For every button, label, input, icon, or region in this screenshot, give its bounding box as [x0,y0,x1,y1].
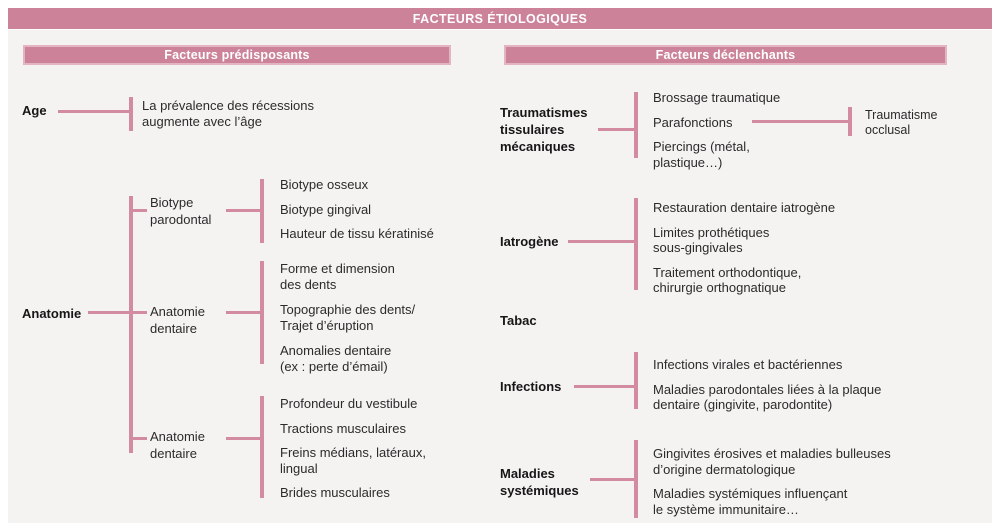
leaf-item: Parafonctions [653,114,733,130]
leaf-item: La prévalence des récessions augmente av… [142,98,314,129]
leaf-item: Profondeur du vestibule [280,396,418,411]
leaf-item: Restauration dentaire iatrogène [653,200,836,215]
leaf-item: Biotype osseux [280,177,369,192]
node-biotype-parodontal-label: Biotype parodontal [150,195,212,227]
leaf-item: Forme et dimension des dents [280,261,395,292]
connector-vbar [260,179,264,243]
connector-hline [226,311,262,314]
connector-hline [226,209,262,212]
leaf-item: Traitement orthodontique, chirurgie orth… [653,264,802,296]
right-column-header-label: Facteurs déclenchants [655,48,796,62]
node-traumatismes-label: Traumatismes tissulaires mécaniques [500,105,588,154]
main-header-bar: FACTEURS ÉTIOLOGIQUES [8,8,992,29]
right-column-header: Facteurs déclenchants [504,45,947,65]
connector-vbar [260,396,264,498]
node-anatomie-label: Anatomie [22,306,82,321]
node-anatomie-dentaire-1-label: Anatomie dentaire [150,304,205,336]
connector-vbar [634,440,638,518]
branch-tick [133,437,147,440]
node-age-label: Age [22,103,47,118]
leaf-item: Brides musculaires [280,485,390,500]
connector-vbar [634,352,638,409]
node-iatrogene-label: Iatrogène [500,234,559,249]
node-tabac-label: Tabac [500,313,537,328]
leaf-item: Piercings (métal, plastique…) [653,139,750,170]
connector-vbar [260,261,264,364]
leaf-item: Brossage traumatique [653,90,781,105]
leaf-item: Freins médians, latéraux, lingual [280,445,426,476]
connector-hline [226,437,262,440]
connector-hline [752,120,849,123]
leaf-item: Topographie des dents/ Trajet d’éruption [280,302,416,333]
connector-vbar [848,107,852,136]
leaf-item: Limites prothétiques sous-gingivales [653,224,770,256]
leaf-item: Hauteur de tissu kératinisé [280,226,434,241]
node-infections-label: Infections [500,379,562,394]
connector-hline [58,110,129,113]
connector-hline [574,385,635,388]
leaf-item: Maladies systémiques influençant le syst… [653,486,848,517]
leaf-item: Gingivites érosives et maladies bulleuse… [653,446,891,477]
leaf-item: Anomalies dentaire (ex : perte d’émail) [280,343,392,374]
connector-hline [88,311,130,314]
connector-vbar [129,196,133,453]
leaf-item: Biotype gingival [280,201,372,217]
left-column-header-label: Facteurs prédisposants [164,48,310,62]
connector-vbar [634,198,638,290]
connector-vbar [634,92,638,158]
left-column-header: Facteurs prédisposants [23,45,451,65]
connector-hline [590,478,635,481]
branch-tick [133,209,147,212]
diagram-background-panel [8,30,992,523]
main-title: FACTEURS ÉTIOLOGIQUES [412,11,588,26]
leaf-item: Infections virales et bactériennes [653,357,843,372]
connector-hline [598,128,635,131]
leaf-item: Tractions musculaires [280,420,406,436]
node-maladies-systemiques-label: Maladies systémiques [500,466,579,498]
connector-vbar [129,97,133,131]
connector-hline [568,240,635,243]
node-traumatisme-occlusal-label: Traumatisme occlusal [865,108,938,137]
leaf-item: Maladies parodontales liées à la plaque … [653,381,882,413]
branch-tick [133,311,147,314]
node-anatomie-dentaire-2-label: Anatomie dentaire [150,429,205,461]
